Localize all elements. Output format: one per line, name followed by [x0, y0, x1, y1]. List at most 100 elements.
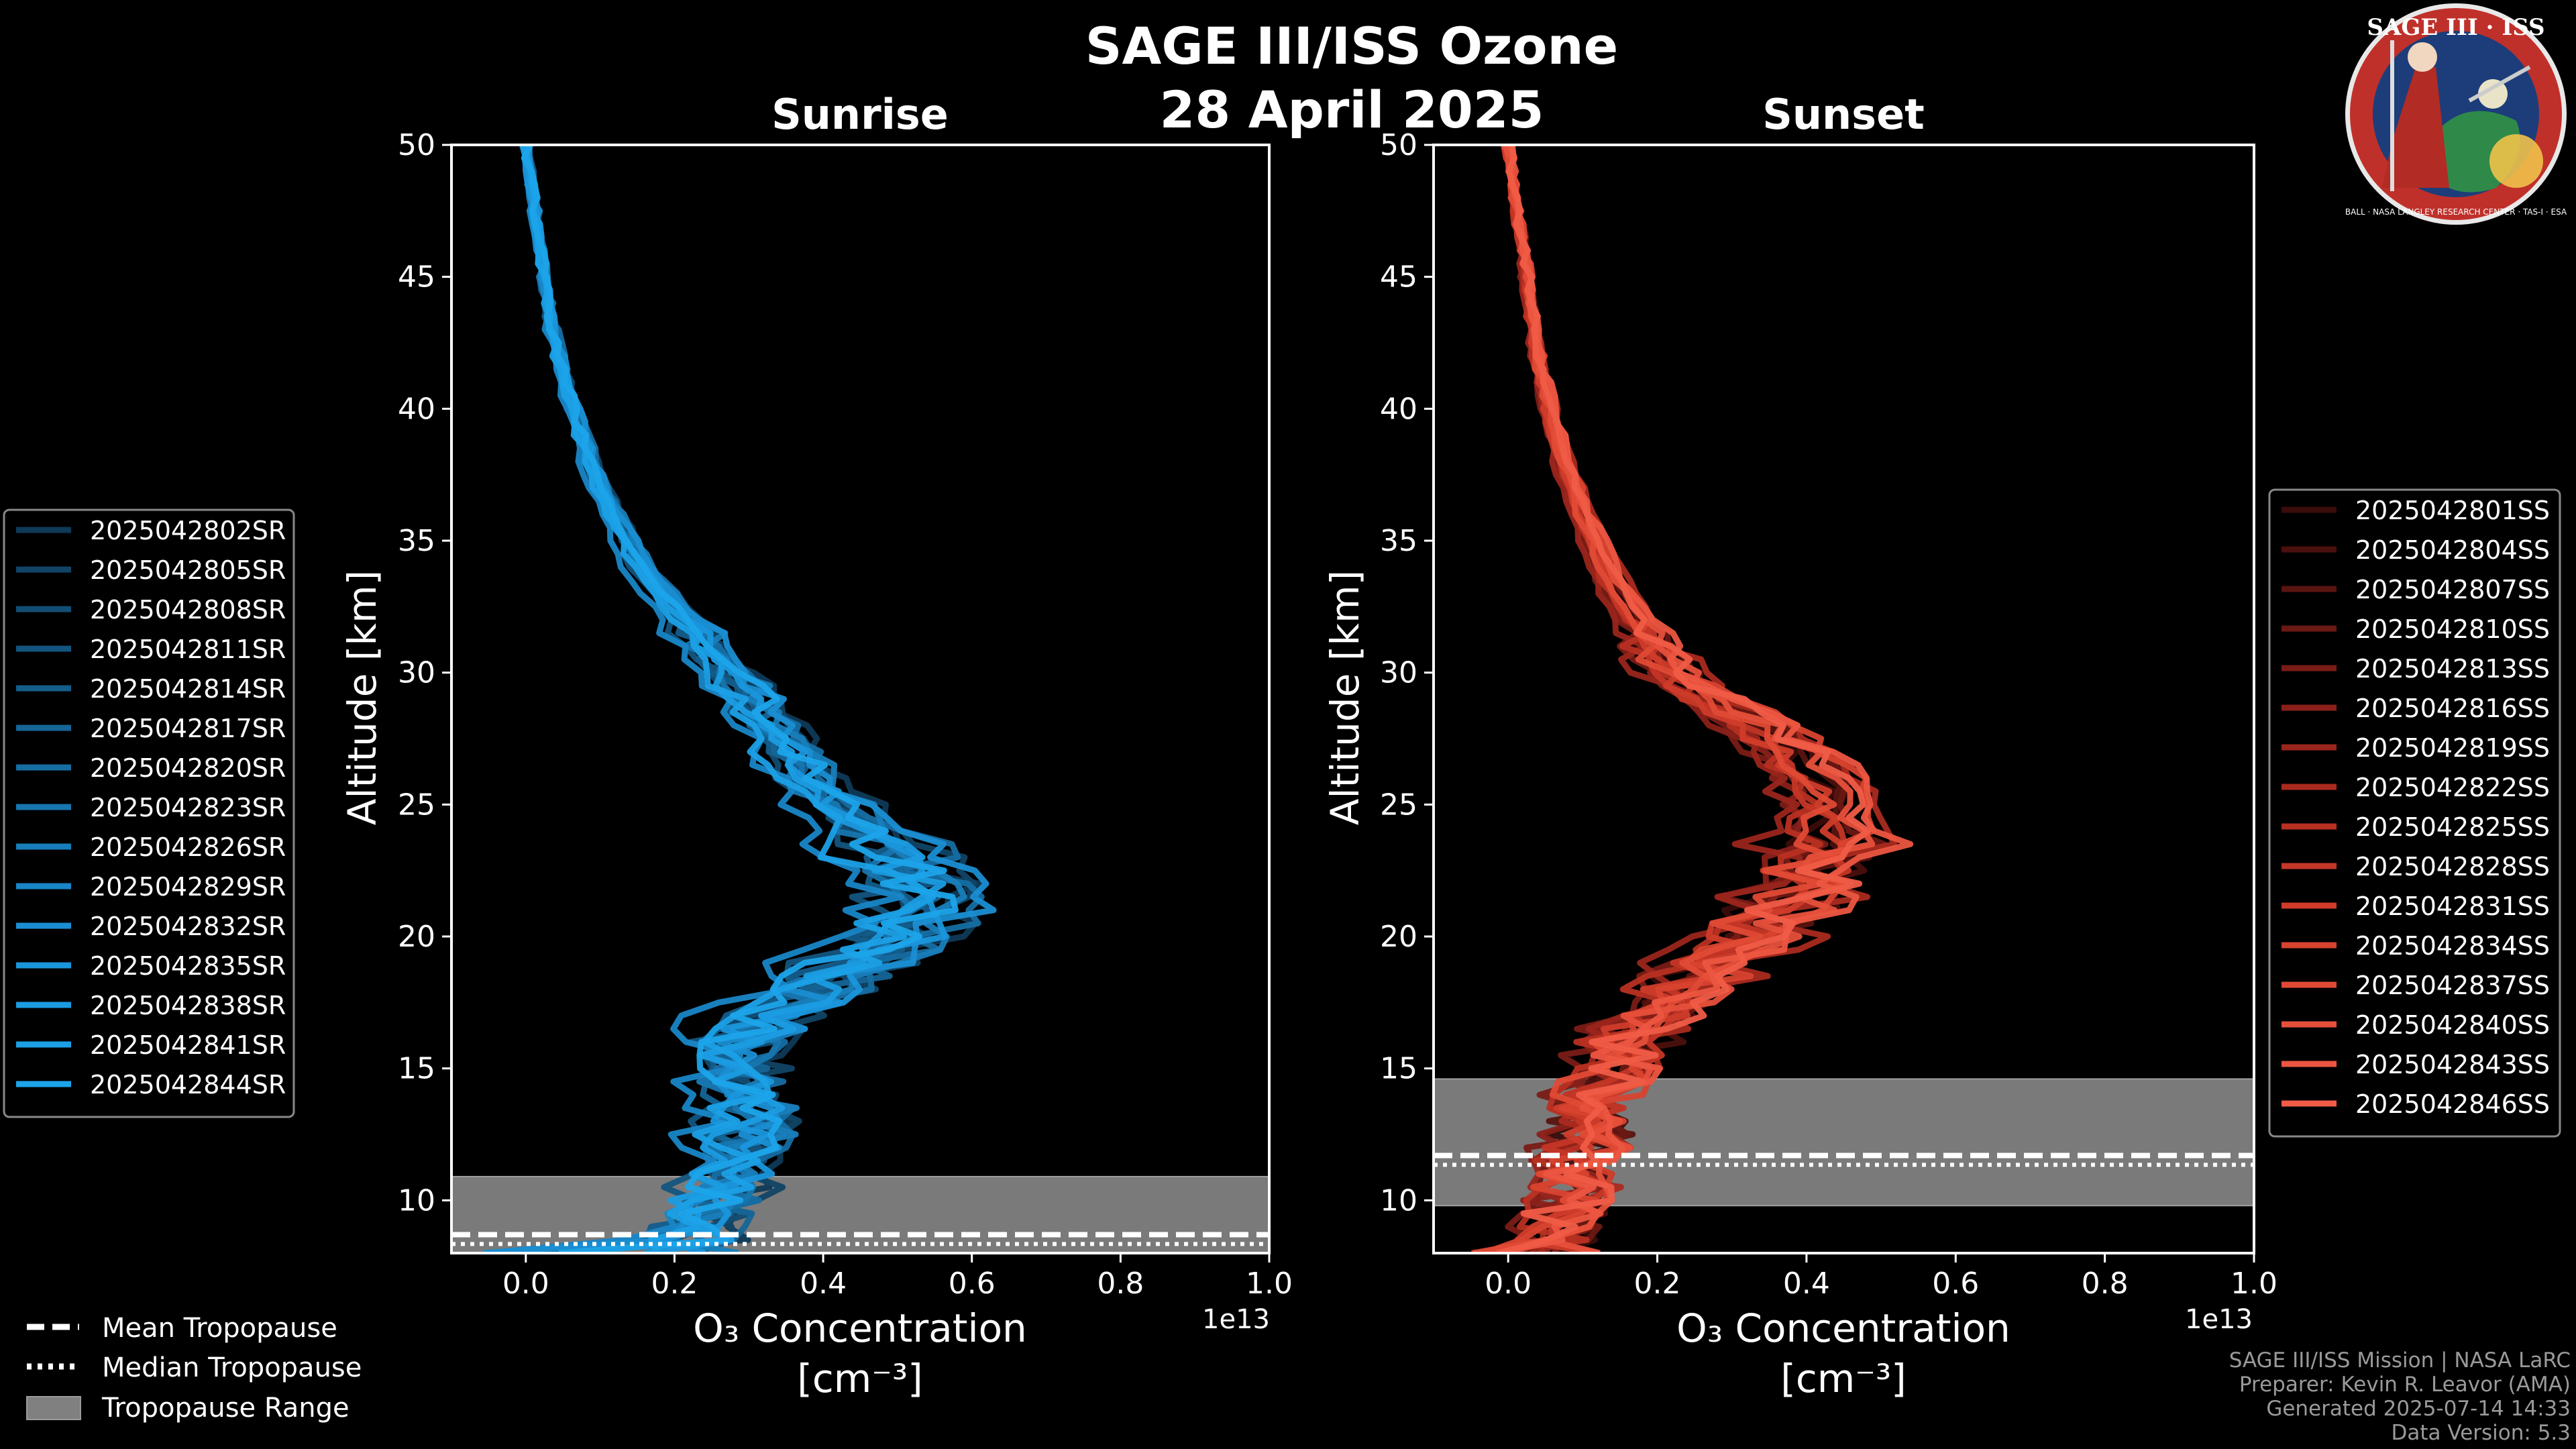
sunset-xlabel-units: [cm⁻³] — [1780, 1356, 1907, 1401]
sunset-legend-frame — [2268, 488, 2561, 1138]
sunrise-ylabel: Altitude [km] — [339, 570, 385, 825]
legend-label-2025042843SS: 2025042843SS — [2355, 1050, 2550, 1079]
sunrise-x-scale: 1e13 — [1202, 1304, 1270, 1335]
legend-label-2025042832SR: 2025042832SR — [90, 912, 286, 941]
logo-text: SAGE III · ISS — [2367, 14, 2544, 41]
sage-iii-iss-logo: SAGE III · ISS BALL · NASA LANGLEY RESEA… — [2345, 3, 2567, 225]
legend-label-2025042828SS: 2025042828SS — [2355, 852, 2550, 881]
legend-label-2025042840SS: 2025042840SS — [2355, 1010, 2550, 1040]
legend-label-2025042805SR: 2025042805SR — [90, 555, 286, 585]
legend-label-2025042802SR: 2025042802SR — [90, 516, 286, 545]
legend-label-2025042816SS: 2025042816SS — [2355, 694, 2550, 723]
legend-label-2025042837SS: 2025042837SS — [2355, 971, 2550, 1000]
sunrise-xtick-label: 0.2 — [651, 1267, 698, 1301]
legend-label-2025042801SS: 2025042801SS — [2355, 496, 2550, 525]
sunrise-ytick-label: 20 — [398, 920, 435, 954]
sunset-xtick-label: 0.0 — [1485, 1267, 1532, 1301]
sunrise-ytick-label: 40 — [398, 392, 435, 426]
sunset-ytick-label: 20 — [1380, 920, 1417, 954]
sunset-ytick-label: 30 — [1380, 656, 1417, 690]
sunrise-xtick-label: 0.4 — [800, 1267, 847, 1301]
legend-label-2025042831SS: 2025042831SS — [2355, 892, 2550, 921]
legend-label-2025042844SR: 2025042844SR — [90, 1070, 286, 1099]
legend-label-2025042820SR: 2025042820SR — [90, 753, 286, 783]
legend-label-2025042804SS: 2025042804SS — [2355, 535, 2550, 565]
sunrise-ytick-label: 10 — [398, 1183, 435, 1218]
sunset-ytick-label: 40 — [1380, 392, 1417, 426]
sunset-plot-frame — [1432, 144, 2255, 1254]
sunset-xtick-label: 0.6 — [1932, 1267, 1979, 1301]
sunrise-tropopause-range — [451, 1175, 1269, 1253]
footer: SAGE III/ISS Mission | NASA LaRC Prepare… — [2229, 1348, 2571, 1445]
figure-title: SAGE III/ISS Ozone — [1085, 16, 1618, 76]
tropopause-legend: Mean Tropopause Median Tropopause Tropop… — [26, 1313, 362, 1424]
legend-label-2025042846SS: 2025042846SS — [2355, 1089, 2550, 1119]
sunrise-ytick-label: 30 — [398, 656, 435, 690]
legend-label-2025042813SS: 2025042813SS — [2355, 654, 2550, 684]
sunset-ytick-label: 25 — [1380, 788, 1417, 822]
legend-label-2025042822SS: 2025042822SS — [2355, 773, 2550, 802]
sunrise-ytick-label: 35 — [398, 524, 435, 558]
sunrise-plot-frame — [450, 144, 1271, 1254]
legend-label-2025042817SR: 2025042817SR — [90, 714, 286, 743]
sunset-legend: 2025042801SS 2025042804SS 2025042807SS 2025… — [2268, 488, 2561, 1138]
legend-label-2025042829SR: 2025042829SR — [90, 872, 286, 902]
legend-label-2025042835SR: 2025042835SR — [90, 951, 286, 981]
legend-label-2025042807SS: 2025042807SS — [2355, 575, 2550, 604]
tropopause-range-label: Tropopause Range — [101, 1393, 350, 1424]
sunrise-xlabel: O₃ Concentration — [693, 1305, 1027, 1351]
sunrise-legend: 2025042802SR 2025042805SR 2025042808SR 2025… — [3, 508, 295, 1118]
sunrise-ytick-label: 25 — [398, 788, 435, 822]
footer-preparer: Preparer: Kevin R. Leavor (AMA) — [2239, 1373, 2571, 1397]
legend-label-2025042808SR: 2025042808SR — [90, 595, 286, 625]
panel-title-sunset: Sunset — [1762, 90, 1925, 139]
tropopause-range-swatch — [26, 1396, 81, 1420]
sunset-ytick-label: 45 — [1380, 260, 1417, 294]
sunrise-xlabel-units: [cm⁻³] — [797, 1356, 923, 1401]
legend-label-2025042834SS: 2025042834SS — [2355, 931, 2550, 961]
legend-label-2025042826SR: 2025042826SR — [90, 833, 286, 862]
sunset-panel: 0.0 0.2 0.4 0.6 0.8 1.0 10 15 20 25 30 35 40 45 50 — [1380, 128, 2277, 1301]
profile-2025042846SS — [1498, 145, 1871, 1253]
sunrise-ytick-label: 45 — [398, 260, 435, 294]
legend-label-2025042814SR: 2025042814SR — [90, 674, 286, 704]
sunrise-legend-frame — [3, 508, 295, 1118]
mean-tropopause-label: Mean Tropopause — [102, 1313, 337, 1344]
sunrise-ytick-label: 15 — [398, 1052, 435, 1086]
figure-date: 28 April 2025 — [1159, 80, 1544, 140]
sunrise-xtick-label: 0.6 — [949, 1267, 996, 1301]
sunrise-ytick-label: 50 — [398, 128, 435, 162]
sunset-ytick-label: 15 — [1380, 1052, 1417, 1086]
sunset-xtick-label: 0.2 — [1634, 1267, 1681, 1301]
sunset-ytick-label: 10 — [1380, 1183, 1417, 1218]
logo-ring-text: BALL · NASA LANGLEY RESEARCH CENTER · TA… — [2345, 207, 2567, 217]
footer-mission: SAGE III/ISS Mission | NASA LaRC — [2229, 1348, 2571, 1373]
sunrise-xtick-label: 1.0 — [1246, 1267, 1293, 1301]
legend-label-2025042825SS: 2025042825SS — [2355, 812, 2550, 842]
sunrise-xtick-label: 0.8 — [1097, 1267, 1144, 1301]
footer-version: Data Version: 5.3 — [2392, 1421, 2571, 1445]
sunset-xlabel: O₃ Concentration — [1676, 1305, 2010, 1351]
sunset-ytick-label: 35 — [1380, 524, 1417, 558]
legend-label-2025042819SS: 2025042819SS — [2355, 733, 2550, 763]
legend-label-2025042838SR: 2025042838SR — [90, 991, 286, 1020]
sunset-xtick-label: 0.4 — [1783, 1267, 1830, 1301]
sunrise-xtick-label: 0.0 — [502, 1267, 549, 1301]
sunset-ylabel: Altitude [km] — [1322, 570, 1368, 825]
sunset-xtick-label: 0.8 — [2082, 1267, 2129, 1301]
sunrise-panel: 0.0 0.2 0.4 0.6 0.8 1.0 10 15 20 25 30 35 40 45 50 — [398, 128, 1293, 1301]
sunset-profiles — [1471, 145, 1914, 1253]
legend-label-2025042810SS: 2025042810SS — [2355, 614, 2550, 644]
footer-generated: Generated 2025-07-14 14:33 — [2266, 1397, 2571, 1421]
sunrise-profiles — [482, 145, 997, 1253]
sunset-x-scale: 1e13 — [2185, 1304, 2253, 1335]
profile-2025042844SR — [521, 145, 959, 1253]
sunset-xtick-label: 1.0 — [2231, 1267, 2277, 1301]
legend-label-2025042811SR: 2025042811SR — [90, 635, 286, 664]
panel-title-sunrise: Sunrise — [771, 90, 949, 139]
legend-label-2025042823SR: 2025042823SR — [90, 793, 286, 822]
legend-label-2025042841SR: 2025042841SR — [90, 1030, 286, 1060]
median-tropopause-label: Median Tropopause — [102, 1352, 362, 1383]
sunset-ytick-label: 50 — [1380, 128, 1417, 162]
